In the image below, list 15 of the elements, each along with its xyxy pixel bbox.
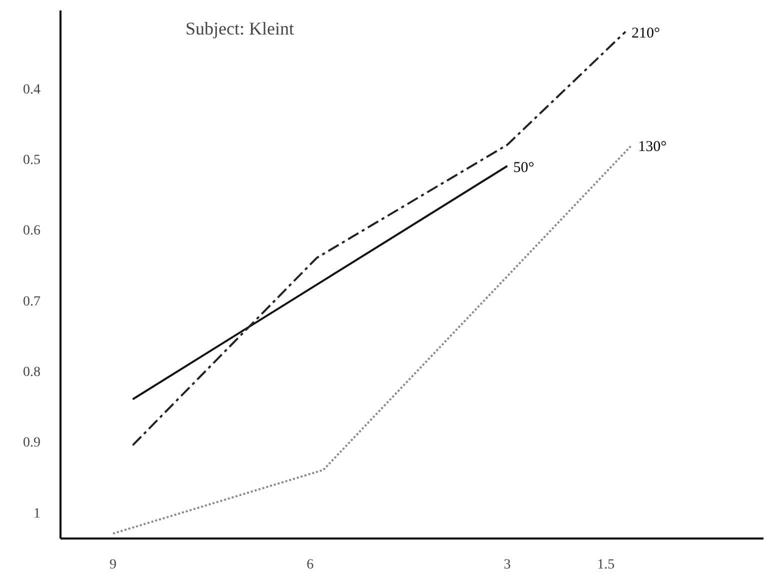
y-tick-label: 0.7 <box>23 294 40 310</box>
series-label: 50° <box>513 160 534 176</box>
x-tick-label: 9 <box>110 558 117 572</box>
y-tick-label: 0.9 <box>23 436 40 451</box>
x-tick-label: 6 <box>306 558 314 572</box>
y-tick-label: 0.8 <box>23 364 40 380</box>
chart-title: Subject: Kleint <box>186 18 294 38</box>
y-tick-label: 0.6 <box>23 224 40 239</box>
y-tick-label: 1 <box>34 506 40 522</box>
x-tick-label: 3 <box>504 558 511 572</box>
series-label: 210° <box>632 26 660 42</box>
series-label: 130° <box>638 138 667 155</box>
x-tick-label: 1.5 <box>597 558 615 572</box>
y-tick-label: 0.5 <box>23 152 40 168</box>
y-tick-label: 0.4 <box>23 82 40 98</box>
